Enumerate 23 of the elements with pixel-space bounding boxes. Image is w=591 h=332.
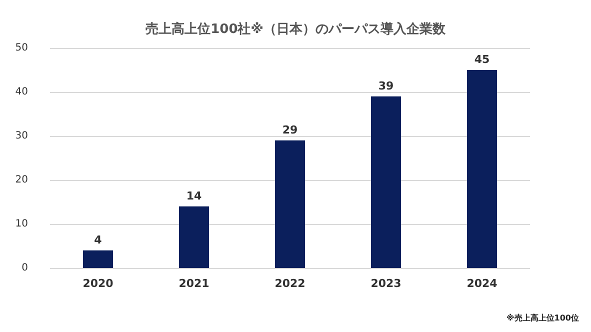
y-tick-label: 10 (15, 218, 28, 230)
data-label: 45 (474, 53, 490, 66)
data-label: 29 (282, 123, 298, 136)
bar (467, 70, 497, 268)
x-tick-label: 2024 (466, 277, 498, 290)
bar (83, 250, 113, 268)
x-tick-label: 2020 (82, 277, 114, 290)
bar (179, 206, 209, 268)
x-tick-label: 2021 (178, 277, 210, 290)
text: ※売上高上位100位 (506, 312, 580, 322)
chart-title: 売上高上位100社※（日本）のパーパス導入企業数 (146, 21, 446, 37)
y-tick-label: 50 (15, 42, 28, 54)
y-tick-label: 0 (22, 262, 28, 274)
bar (275, 140, 305, 268)
data-label: 39 (378, 79, 394, 92)
y-tick-label: 20 (15, 174, 28, 186)
data-label: 4 (94, 233, 102, 246)
x-tick-label: 2023 (370, 277, 402, 290)
y-tick-label: 30 (15, 130, 28, 142)
bar (371, 96, 401, 268)
y-tick-label: 40 (15, 86, 28, 98)
x-tick-label: 2022 (274, 277, 306, 290)
data-label: 14 (186, 189, 202, 202)
